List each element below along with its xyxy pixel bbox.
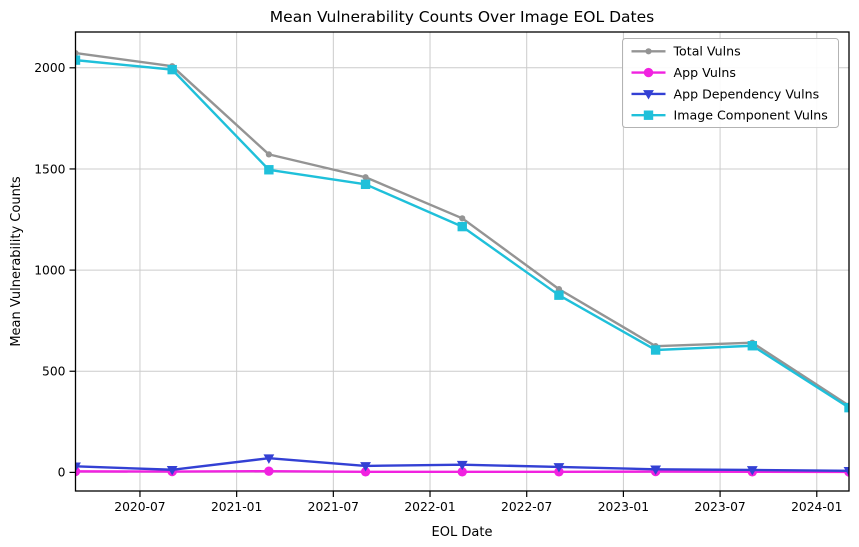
series-layer bbox=[75, 49, 849, 477]
x-tick-label: 2020-07 bbox=[114, 500, 165, 514]
y-axis-label: Mean Vulnerability Counts bbox=[9, 176, 24, 347]
data-point-marker bbox=[75, 55, 81, 65]
data-point-marker bbox=[264, 165, 274, 175]
y-tick-label: 2000 bbox=[34, 61, 65, 75]
y-tick-label: 500 bbox=[42, 365, 65, 379]
data-point-marker bbox=[264, 466, 274, 476]
data-point-marker bbox=[360, 467, 371, 477]
legend-marker-total-vulns bbox=[645, 48, 652, 55]
data-point-marker bbox=[360, 179, 371, 190]
data-point-marker bbox=[650, 345, 661, 355]
data-point-marker bbox=[75, 49, 79, 57]
data-point-marker bbox=[457, 221, 467, 232]
data-point-marker bbox=[360, 462, 371, 472]
data-point-marker bbox=[650, 465, 662, 475]
data-point-marker bbox=[265, 151, 272, 158]
data-point-marker bbox=[553, 463, 565, 473]
data-point-marker bbox=[362, 174, 369, 181]
data-point-marker bbox=[166, 465, 178, 476]
data-point-marker bbox=[459, 215, 466, 222]
axes-box bbox=[74, 31, 850, 492]
legend-marker-glyph bbox=[645, 48, 652, 55]
x-tick-label: 2021-01 bbox=[211, 500, 262, 514]
legend-marker-glyph bbox=[643, 90, 654, 100]
y-tick-label: 0 bbox=[58, 466, 66, 480]
data-point-marker bbox=[167, 64, 177, 75]
data-point-marker bbox=[554, 290, 564, 300]
x-tick-label: 2023-01 bbox=[598, 500, 649, 514]
legend-label-app-vulns: App Vulns bbox=[674, 65, 736, 80]
data-point-marker bbox=[747, 341, 758, 351]
legend-marker-app-dependency-vulns bbox=[643, 90, 654, 100]
legend-label-image-component-vulns: Image Component Vulns bbox=[674, 108, 828, 123]
x-axis-label: EOL Date bbox=[432, 525, 493, 540]
series-app-dependency-vulns bbox=[75, 454, 849, 477]
legend: Total Vulns App Vulns App Dependency Vulns… bbox=[622, 38, 839, 128]
x-tick-label: 2023-07 bbox=[694, 500, 745, 514]
x-tick-label: 2022-01 bbox=[404, 500, 455, 514]
series-image-component-vulns bbox=[75, 55, 849, 413]
legend-label-total-vulns: Total Vulns bbox=[673, 44, 741, 59]
legend-box bbox=[622, 38, 839, 128]
data-point-marker bbox=[456, 460, 468, 471]
tick-marks: 2020-07 2021-01 2021-07 2022-01 2022-07 2023-… bbox=[34, 61, 842, 514]
legend-marker-glyph bbox=[643, 67, 654, 78]
legend-label-app-dependency-vulns: App Dependency Vulns bbox=[674, 86, 820, 101]
x-tick-label: 2024-01 bbox=[791, 500, 842, 514]
data-point-marker bbox=[457, 467, 467, 477]
y-tick-label: 1500 bbox=[34, 162, 65, 176]
data-point-marker bbox=[75, 462, 81, 472]
legend-marker-image-component-vulns bbox=[643, 110, 654, 120]
x-tick-label: 2022-07 bbox=[501, 500, 552, 514]
data-point-marker bbox=[844, 402, 849, 413]
x-tick-label: 2021-07 bbox=[308, 500, 359, 514]
legend-marker-glyph bbox=[643, 110, 654, 120]
data-point-marker bbox=[263, 454, 275, 464]
y-tick-label: 1000 bbox=[34, 263, 65, 277]
legend-marker-app-vulns bbox=[643, 67, 654, 78]
data-point-marker bbox=[843, 466, 849, 477]
data-point-marker bbox=[746, 466, 758, 476]
chart-title: Mean Vulnerability Counts Over Image EOL… bbox=[270, 8, 654, 26]
